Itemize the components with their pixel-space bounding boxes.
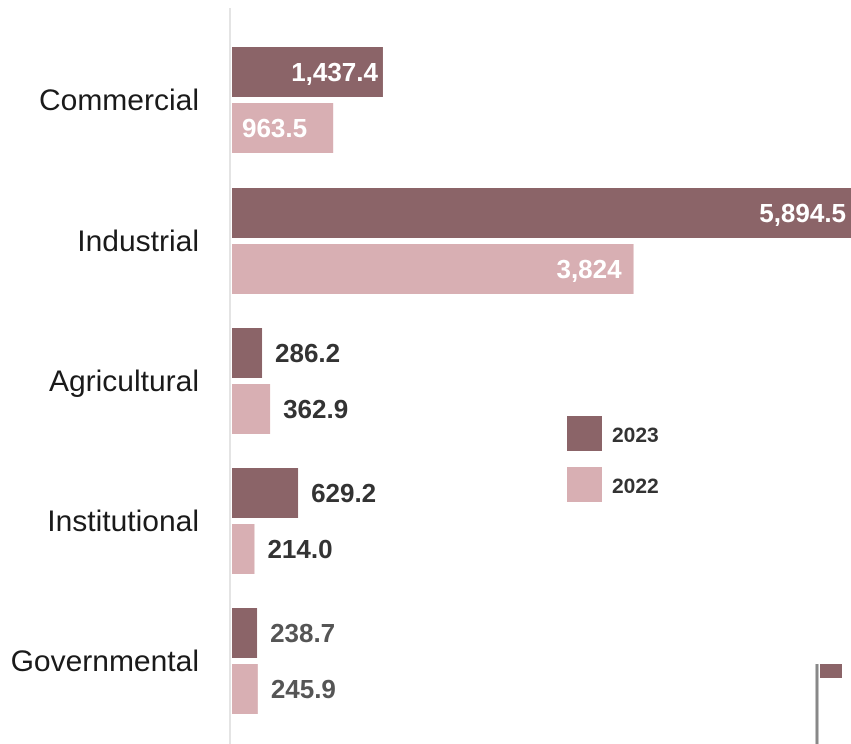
bars-layer xyxy=(232,47,851,714)
category-label-agricultural: Agricultural xyxy=(49,365,199,398)
value-label-commercial-2022: 963.5 xyxy=(242,113,307,143)
value-label-agricultural-2022: 362.9 xyxy=(283,394,348,424)
category-label-commercial: Commercial xyxy=(39,84,199,117)
bar-industrial-2023 xyxy=(232,188,851,238)
bar-industrial-2022 xyxy=(232,244,634,294)
legend-swatch-2023 xyxy=(567,416,602,451)
value-label-governmental-2022: 245.9 xyxy=(271,674,336,704)
value-label-institutional-2023: 629.2 xyxy=(311,478,376,508)
value-label-industrial-2022: 3,824 xyxy=(556,254,622,284)
value-label-agricultural-2023: 286.2 xyxy=(275,338,340,368)
category-label-institutional: Institutional xyxy=(47,505,199,538)
value-label-commercial-2023: 1,437.4 xyxy=(291,57,378,87)
legend: 2023 2022 xyxy=(567,416,659,502)
bar-commercial-2023 xyxy=(232,47,383,97)
bar-institutional-2022 xyxy=(232,524,255,574)
corner-flag-icon xyxy=(815,664,842,744)
bar-commercial-2022 xyxy=(232,103,334,153)
value-label-industrial-2023: 5,894.5 xyxy=(759,198,846,228)
bar-governmental-2022 xyxy=(232,664,258,714)
value-label-institutional-2022: 214.0 xyxy=(267,534,332,564)
bar-governmental-2023 xyxy=(232,608,258,658)
value-labels: 1,437.4 963.5 5,894.5 3,824 286.2 362.9 629.2 2… xyxy=(242,57,846,704)
legend-label-2022: 2022 xyxy=(612,475,659,498)
bar-institutional-2023 xyxy=(232,468,299,518)
value-label-governmental-2023: 238.7 xyxy=(270,618,335,648)
bar-agricultural-2022 xyxy=(232,384,271,434)
legend-swatch-2022 xyxy=(567,467,602,502)
bar-agricultural-2023 xyxy=(232,328,263,378)
legend-label-2023: 2023 xyxy=(612,424,659,447)
category-label-governmental: Governmental xyxy=(11,645,199,678)
category-labels: Commercial Industrial Agricultural Institut… xyxy=(11,84,199,678)
category-label-industrial: Industrial xyxy=(77,225,199,258)
